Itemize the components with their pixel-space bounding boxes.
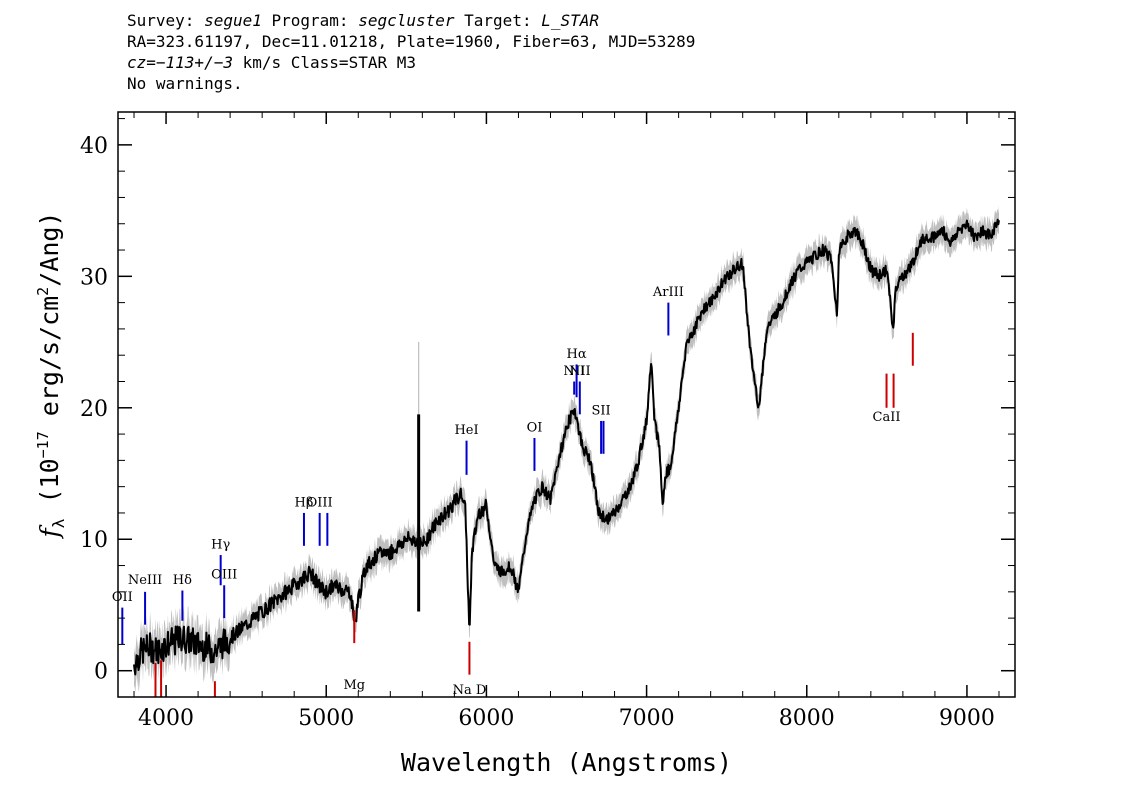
- absorption-line-label-5: CaII: [873, 410, 901, 425]
- flux-error-band: [134, 205, 999, 693]
- emission-line-label-12: NII: [569, 364, 591, 379]
- flux-series: [133, 218, 1000, 676]
- y-tick-label: 20: [80, 397, 108, 422]
- plot-frame: [117, 111, 1016, 698]
- y-axis-title: fλ (10−17 erg/s/cm2/Ang): [34, 212, 68, 540]
- x-tick-label: 5000: [298, 706, 354, 731]
- emission-line-label-11: Hα: [567, 347, 587, 362]
- emission-line-label-6: OIII: [307, 495, 333, 510]
- spectrum-header: Survey: segue1 Program: segcluster Targe…: [127, 10, 695, 94]
- emission-line-label-0: OII: [112, 590, 133, 605]
- y-tick-label: 10: [80, 528, 108, 553]
- emission-line-label-15: ArIII: [652, 285, 684, 300]
- program-value: segcluster: [358, 11, 455, 30]
- survey-label: Survey:: [127, 11, 205, 30]
- absorption-line-label-4: Na D: [453, 683, 487, 698]
- emission-line-label-10: NII: [563, 364, 585, 379]
- x-tick-label: 9000: [939, 706, 995, 731]
- x-tick-label: 4000: [138, 706, 194, 731]
- emission-line-label-2: Hδ: [173, 573, 192, 588]
- x-tick-label: 8000: [779, 706, 835, 731]
- error-band: [134, 205, 999, 693]
- emission-line-label-8: HeI: [454, 423, 478, 438]
- header-line-survey: Survey: segue1 Program: segcluster Targe…: [127, 10, 695, 31]
- header-line-redshift: cz=−113+/−3 km/s Class=STAR M3: [127, 52, 695, 73]
- y-tick-label: 30: [80, 265, 108, 290]
- flux-line: [133, 218, 1000, 676]
- emission-line-label-1: NeIII: [128, 573, 162, 588]
- survey-value: segue1: [204, 11, 262, 30]
- target-label: Target:: [454, 11, 542, 30]
- target-value: L_STAR: [541, 11, 600, 30]
- y-tick-label: 0: [94, 660, 108, 685]
- header-line-warnings: No warnings.: [127, 74, 243, 93]
- x-axis-title: Wavelength (Angstroms): [401, 748, 732, 777]
- x-tick-label: 7000: [619, 706, 675, 731]
- cz-value: cz=−113+/−3: [127, 53, 233, 72]
- y-tick-label: 40: [80, 134, 108, 159]
- absorption-line-label-3: Mg: [343, 678, 365, 693]
- x-tick-label: 6000: [458, 706, 514, 731]
- header-line-coords: RA=323.61197, Dec=11.01218, Plate=1960, …: [127, 32, 696, 51]
- emission-line-label-3: Hγ: [211, 537, 230, 552]
- class-text: km/s Class=STAR M3: [232, 53, 416, 72]
- emission-line-label-4: OIII: [211, 568, 237, 583]
- emission-line-label-9: OI: [527, 420, 543, 435]
- emission-line-label-5: Hβ: [295, 495, 314, 510]
- axis-ticks: 4000 5000 6000 7000 8000 9000 0 10 20 30 40: [80, 112, 1015, 731]
- program-label: Program:: [261, 11, 359, 30]
- emission-line-label-13: SII: [592, 403, 611, 418]
